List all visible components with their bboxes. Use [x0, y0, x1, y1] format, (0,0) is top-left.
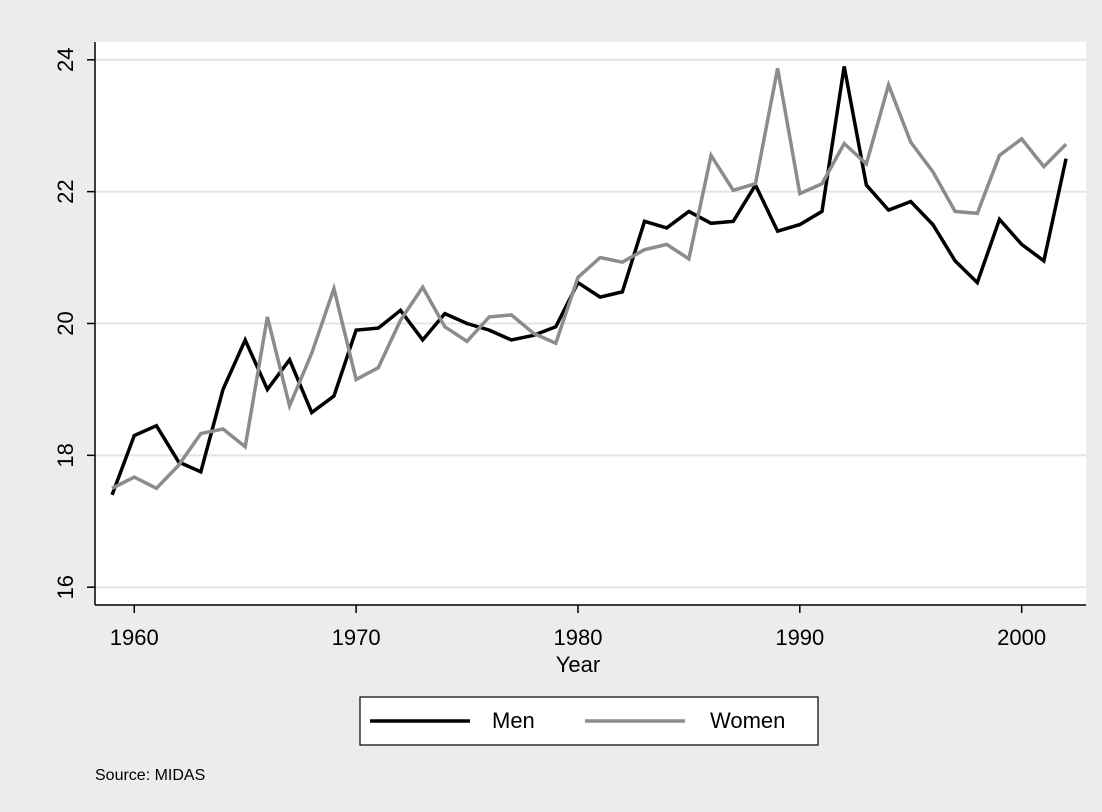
y-tick-label: 16 — [53, 575, 78, 599]
y-tick-label: 22 — [53, 179, 78, 203]
source-note: Source: MIDAS — [95, 767, 205, 784]
x-tick-label: 1990 — [775, 625, 824, 650]
x-tick-label: 1960 — [110, 625, 159, 650]
x-tick-label: 2000 — [997, 625, 1046, 650]
y-tick-label: 18 — [53, 443, 78, 467]
y-tick-label: 24 — [53, 48, 78, 72]
x-axis-label: Year — [556, 652, 600, 677]
legend-label: Men — [492, 708, 535, 733]
x-tick-label: 1980 — [553, 625, 602, 650]
line-series — [110, 66, 1068, 496]
y-tick-label: 20 — [53, 311, 78, 335]
line-series — [111, 68, 1068, 491]
legend-label: Women — [710, 708, 785, 733]
x-tick-label: 1970 — [332, 625, 381, 650]
